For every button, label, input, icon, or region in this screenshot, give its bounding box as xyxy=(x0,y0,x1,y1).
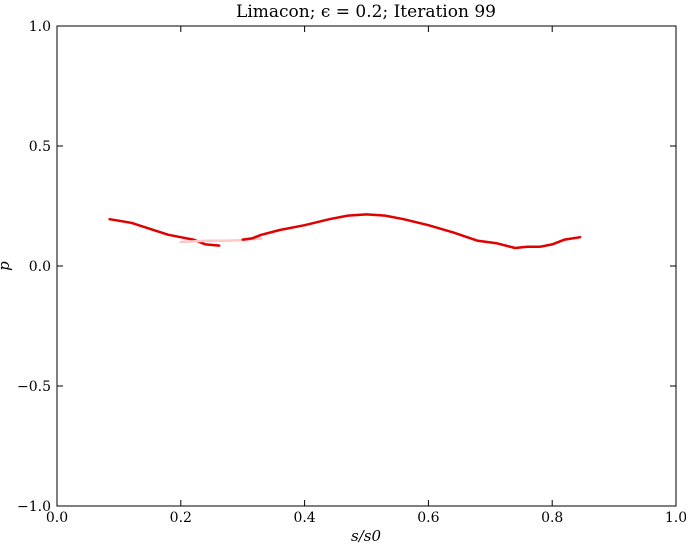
x-tick-label: 1.0 xyxy=(665,510,686,526)
x-axis-label-text: s/s0 xyxy=(351,527,381,545)
plot-area xyxy=(108,213,582,250)
y-axis-label: p xyxy=(0,261,13,271)
series-line-2 xyxy=(241,213,582,250)
x-axis-label: s/s0 xyxy=(351,527,381,545)
y-tick-label: −0.5 xyxy=(17,379,51,395)
series-line-0 xyxy=(108,217,221,247)
chart-title: Limacon; ϵ = 0.2; Iteration 99 xyxy=(236,2,496,22)
x-tick-label: 0.0 xyxy=(46,510,68,526)
y-tick-label: 0.0 xyxy=(29,259,51,275)
y-tick-label: −1.0 xyxy=(17,499,51,515)
y-tick-label: 1.0 xyxy=(29,19,51,35)
x-tick-label: 0.4 xyxy=(293,510,315,526)
x-tick-label: 0.2 xyxy=(170,510,192,526)
axis-ticks: 0.0 0.2 0.4 0.6 0.8 1.0 −1.0 −0.5 0.0 0.5 1.0 xyxy=(17,19,686,526)
y-tick-label: 0.5 xyxy=(29,139,51,155)
x-tick-label: 0.8 xyxy=(541,510,563,526)
plot-frame xyxy=(56,25,677,507)
x-tick-label: 0.6 xyxy=(417,510,439,526)
